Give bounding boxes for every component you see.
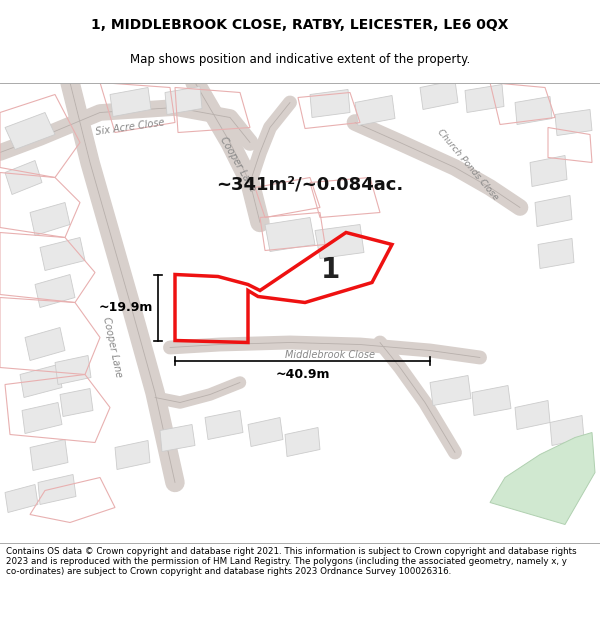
Polygon shape	[30, 439, 68, 471]
Polygon shape	[285, 428, 320, 456]
Polygon shape	[160, 424, 195, 451]
Polygon shape	[25, 328, 65, 361]
Polygon shape	[115, 441, 150, 469]
Polygon shape	[5, 161, 42, 194]
Text: ~40.9m: ~40.9m	[275, 369, 330, 381]
Polygon shape	[430, 376, 471, 406]
Polygon shape	[205, 411, 243, 439]
Polygon shape	[315, 224, 364, 259]
Polygon shape	[30, 202, 70, 236]
Polygon shape	[490, 432, 595, 524]
Polygon shape	[555, 109, 592, 136]
Text: ~341m²/~0.084ac.: ~341m²/~0.084ac.	[217, 176, 404, 194]
Text: 1, MIDDLEBROOK CLOSE, RATBY, LEICESTER, LE6 0QX: 1, MIDDLEBROOK CLOSE, RATBY, LEICESTER, …	[91, 18, 509, 32]
Polygon shape	[420, 81, 458, 109]
Polygon shape	[60, 389, 93, 416]
Text: Contains OS data © Crown copyright and database right 2021. This information is : Contains OS data © Crown copyright and d…	[6, 547, 577, 576]
Text: ~19.9m: ~19.9m	[98, 301, 153, 314]
Polygon shape	[22, 402, 62, 434]
Polygon shape	[40, 238, 85, 271]
Text: 1: 1	[320, 256, 340, 284]
Polygon shape	[515, 96, 552, 124]
Polygon shape	[110, 88, 151, 116]
Polygon shape	[465, 84, 504, 112]
Polygon shape	[38, 474, 76, 504]
Polygon shape	[310, 89, 350, 118]
Polygon shape	[55, 356, 91, 384]
Text: Cooper Lane: Cooper Lane	[101, 316, 123, 379]
Text: Cooper Lane: Cooper Lane	[218, 136, 258, 194]
Polygon shape	[265, 217, 315, 251]
Polygon shape	[5, 484, 38, 512]
Polygon shape	[472, 386, 511, 416]
Polygon shape	[5, 112, 55, 149]
Polygon shape	[535, 196, 572, 226]
Polygon shape	[20, 364, 62, 398]
Polygon shape	[550, 416, 584, 446]
Polygon shape	[515, 401, 550, 429]
Polygon shape	[165, 86, 202, 114]
Text: Map shows position and indicative extent of the property.: Map shows position and indicative extent…	[130, 53, 470, 66]
Polygon shape	[248, 418, 283, 446]
Polygon shape	[35, 274, 75, 308]
Text: Six Acre Close: Six Acre Close	[95, 118, 165, 138]
Polygon shape	[538, 239, 574, 269]
Polygon shape	[355, 96, 395, 126]
Text: Church Ponds Close: Church Ponds Close	[436, 127, 500, 202]
Text: Middlebrook Close: Middlebrook Close	[285, 349, 375, 359]
Polygon shape	[530, 156, 567, 186]
